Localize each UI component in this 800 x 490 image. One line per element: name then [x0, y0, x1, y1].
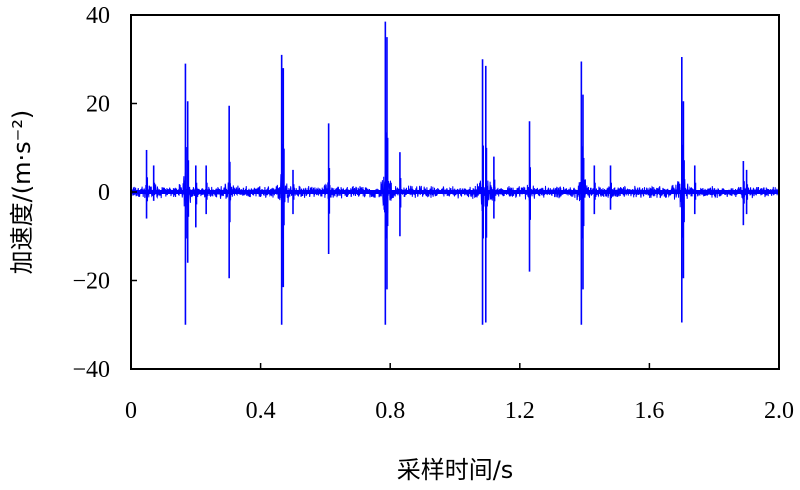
x-tick-label-0: 0 [125, 398, 137, 424]
y-tick-label-2: 0 [98, 180, 110, 206]
signal-series [131, 21, 779, 325]
x-tick-label-2: 0.8 [375, 398, 405, 424]
y-tick-labels: −40 −20 0 20 40 [72, 3, 110, 383]
x-axis-title: 采样时间/s [397, 456, 514, 484]
y-axis-title: 加速度/(m·s⁻²) [8, 110, 36, 275]
x-tick-label-3: 1.2 [505, 398, 535, 424]
y-tick-label-3: 20 [86, 92, 110, 118]
x-tick-label-4: 1.6 [634, 398, 664, 424]
x-tick-label-1: 0.4 [246, 398, 276, 424]
x-tick-label-5: 2.0 [764, 398, 794, 424]
x-tick-labels: 0 0.4 0.8 1.2 1.6 2.0 [125, 398, 794, 424]
y-tick-label-4: 40 [86, 3, 110, 29]
y-tick-label-1: −20 [72, 269, 110, 295]
axis-ticks [130, 14, 780, 370]
y-tick-label-0: −40 [72, 357, 110, 383]
